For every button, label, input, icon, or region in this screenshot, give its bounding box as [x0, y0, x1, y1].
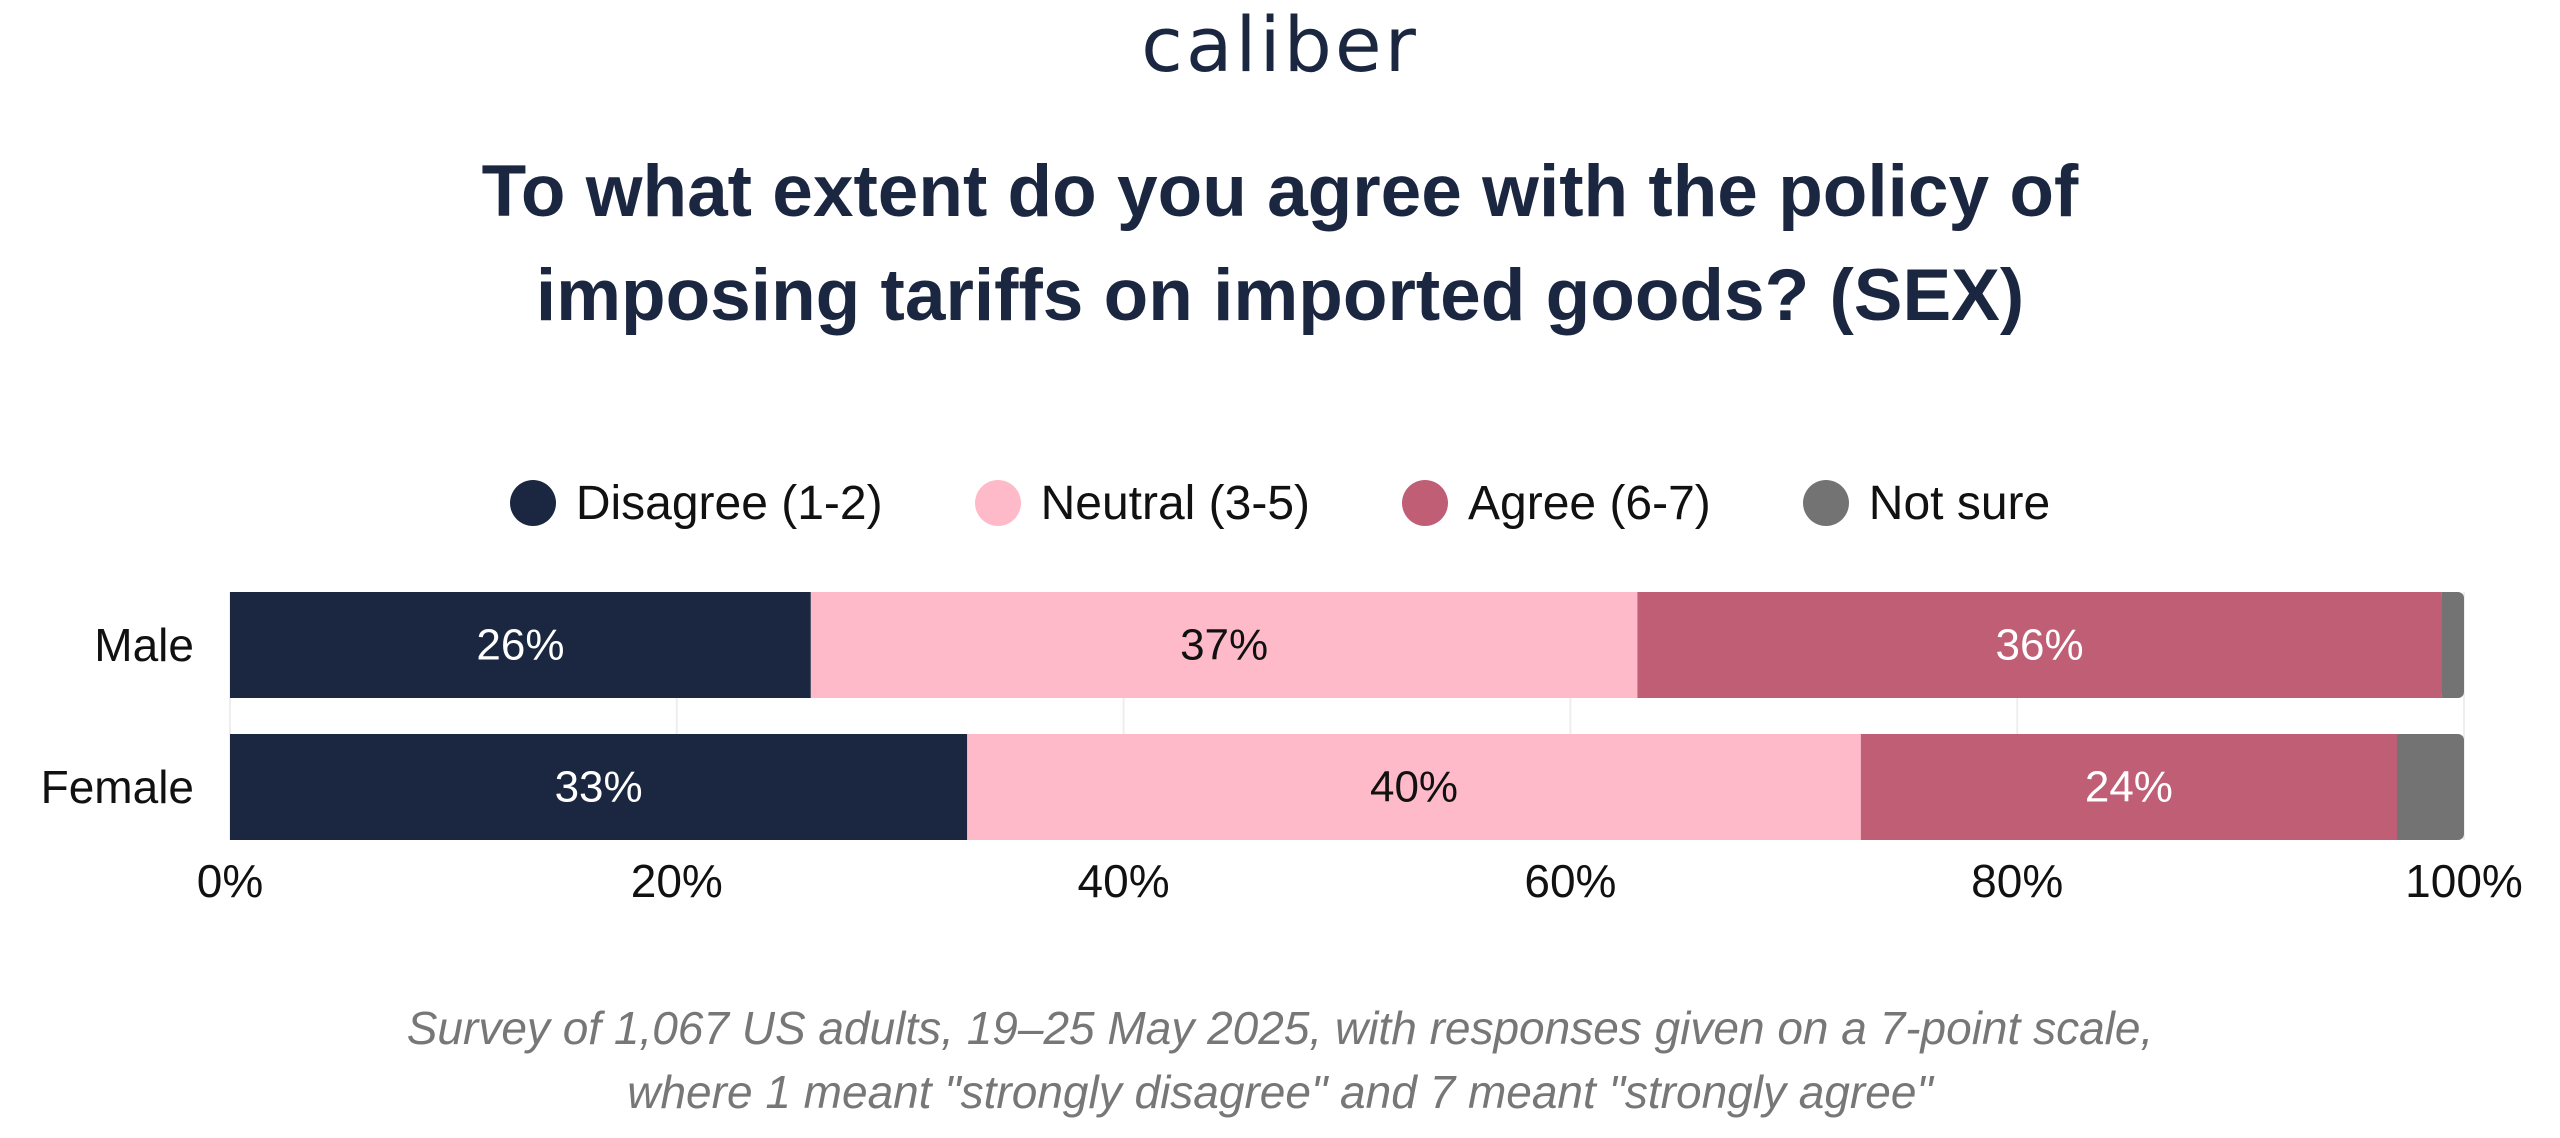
data-label-female-disagree-1-2: 33%: [555, 763, 643, 812]
bar-female-not-sure-edge: [2396, 734, 2403, 840]
data-label-male-disagree-1-2: 26%: [476, 621, 564, 670]
chart-title-line-1: To what extent do you agree with the pol…: [481, 151, 2079, 232]
x-tick-label: 60%: [1524, 855, 1616, 907]
bar-male-not-sure-edge: [2441, 592, 2448, 698]
legend-item-neutral: Neutral (3-5): [974, 476, 1311, 531]
x-tick-label: 100%: [2405, 855, 2523, 907]
data-label-male-agree-6-7: 36%: [1996, 621, 2084, 670]
footnote-line-2: where 1 meant "strongly disagree" and 7 …: [627, 1066, 1933, 1118]
data-label-female-neutral-3-5: 40%: [1370, 763, 1458, 812]
legend-swatch-disagree: [509, 480, 556, 526]
caliber-logo: caliber: [1141, 0, 1419, 89]
legend-item-disagree: Disagree (1-2): [509, 476, 883, 531]
chart-title: To what extent do you agree with the pol…: [180, 140, 2380, 348]
legend-item-agree: Agree (6-7): [1402, 476, 1711, 531]
bar-female-neutral-3-5: [967, 734, 1861, 840]
legend-swatch-neutral: [974, 480, 1021, 526]
category-label-female: Female: [41, 761, 194, 813]
stacked-bar-chart: Male Female 26% 37% 36% 33% 40% 24% 0% 20% 40% 60% 8…: [41, 592, 2523, 907]
legend-label-agree: Agree (6-7): [1468, 476, 1711, 530]
bar-female-agree-6-7: [1860, 734, 2397, 840]
legend-label-neutral: Neutral (3-5): [1040, 476, 1311, 530]
x-tick-label: 80%: [1971, 855, 2063, 907]
category-label-male: Male: [94, 619, 194, 671]
legend-swatch-agree: [1402, 480, 1449, 526]
bar-male-agree-6-7: [1637, 592, 2442, 698]
x-tick-label: 40%: [1078, 855, 1170, 907]
bar-female-not-sure: [2396, 734, 2464, 840]
chart-title-line-2: imposing tariffs on imported goods? (SEX…: [535, 255, 2025, 336]
legend-item-not-sure: Not sure: [1802, 476, 2051, 531]
footnote: Survey of 1,067 US adults, 19–25 May 202…: [0, 996, 2560, 1124]
bar-male-disagree-1-2: [230, 592, 811, 698]
data-label-male-neutral-3-5: 37%: [1180, 621, 1268, 670]
legend-label-not-sure: Not sure: [1868, 476, 2051, 530]
x-tick-label: 20%: [631, 855, 723, 907]
bar-female-disagree-1-2: [230, 734, 968, 840]
legend-label-disagree: Disagree (1-2): [575, 476, 883, 530]
footnote-line-1: Survey of 1,067 US adults, 19–25 May 202…: [406, 1002, 2154, 1054]
bar-male-neutral-3-5: [810, 592, 1638, 698]
data-label-female-agree-6-7: 24%: [2085, 763, 2173, 812]
x-tick-label: 0%: [197, 855, 263, 907]
legend-swatch-not-sure: [1802, 480, 1849, 526]
chart-legend: Disagree (1-2) Neutral (3-5) Agree (6-7)…: [0, 468, 2560, 538]
